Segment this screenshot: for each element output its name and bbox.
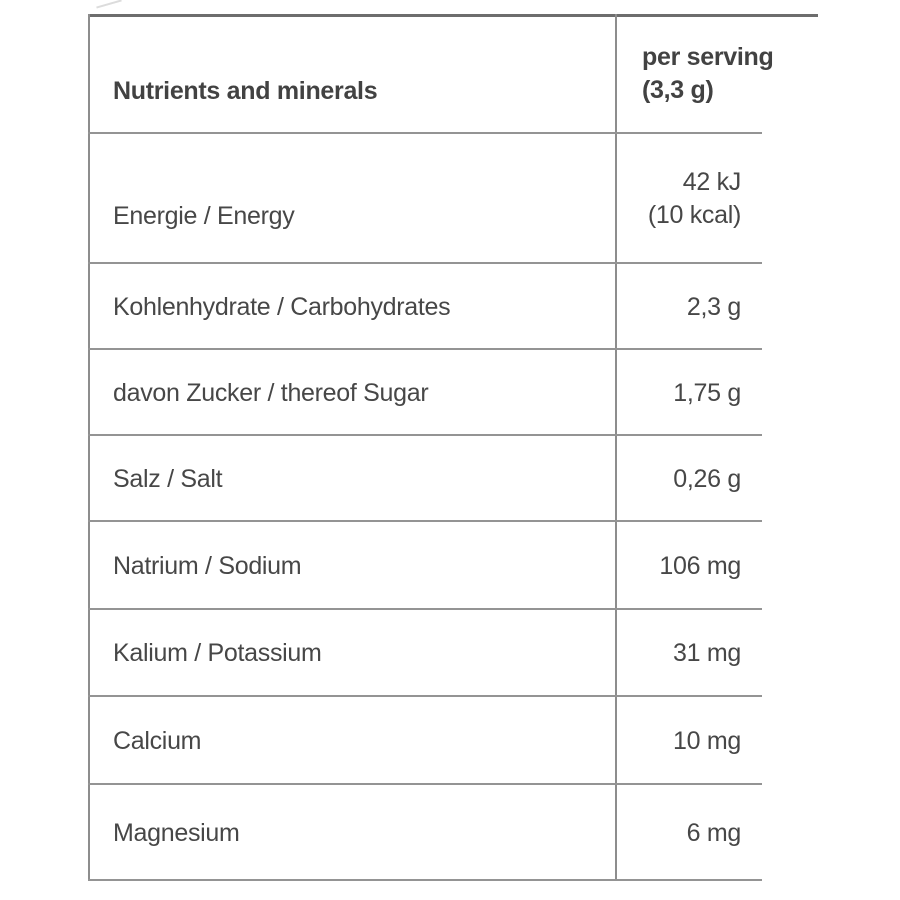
nutrient-value: 0,26 g	[673, 464, 741, 493]
header-per-serving-line1: per serving	[642, 43, 774, 71]
header-nutrients-cell: Nutrients and minerals	[88, 14, 615, 134]
table-row-magnesium: Magnesium 6 mg	[88, 785, 818, 881]
nutrient-label: Salz / Salt	[113, 464, 223, 493]
nutrient-label-cell: Kalium / Potassium	[88, 610, 615, 697]
nutrient-label-cell: Salz / Salt	[88, 436, 615, 522]
table-row-carbohydrates: Kohlenhydrate / Carbohydrates 2,3 g	[88, 264, 818, 350]
nutrient-label: Natrium / Sodium	[113, 551, 302, 580]
table-row-potassium: Kalium / Potassium 31 mg	[88, 610, 818, 697]
header-per-serving-cell: per serving (3,3 g)	[615, 14, 818, 134]
table-row-sugar: davon Zucker / thereof Sugar 1,75 g	[88, 350, 818, 436]
nutrient-label: Magnesium	[113, 818, 240, 847]
nutrition-table: Nutrients and minerals per serving (3,3 …	[88, 14, 818, 881]
table-top-border	[88, 14, 818, 17]
nutrient-value-cell: 31 mg	[615, 610, 818, 697]
nutrient-value-cell: 106 mg	[615, 522, 818, 610]
nutrient-label-cell: Magnesium	[88, 785, 615, 881]
nutrient-label-cell: Natrium / Sodium	[88, 522, 615, 610]
nutrient-value-cell: 10 mg	[615, 697, 818, 785]
nutrient-label: Kalium / Potassium	[113, 639, 322, 667]
table-row-sodium: Natrium / Sodium 106 mg	[88, 522, 818, 610]
table-rows: Nutrients and minerals per serving (3,3 …	[88, 14, 818, 881]
table-row-salt: Salz / Salt 0,26 g	[88, 436, 818, 522]
table-column-divider	[615, 14, 617, 880]
nutrient-value: 10 mg	[673, 726, 741, 755]
nutrient-value: 42 kJ (10 kcal)	[648, 166, 741, 232]
header-per-serving-label: per serving (3,3 g)	[642, 41, 774, 107]
nutrient-label-cell: Calcium	[88, 697, 615, 785]
table-header-row: Nutrients and minerals per serving (3,3 …	[88, 14, 818, 134]
nutrient-label: Kohlenhydrate / Carbohydrates	[113, 292, 451, 321]
table-row-energy: Energie / Energy 42 kJ (10 kcal)	[88, 134, 818, 264]
header-per-serving-line2: (3,3 g)	[642, 76, 714, 104]
nutrient-value: 31 mg	[673, 639, 741, 667]
nutrient-value-cell: 2,3 g	[615, 264, 818, 350]
nutrient-value: 1,75 g	[673, 378, 741, 407]
nutrient-label-cell: Energie / Energy	[88, 134, 615, 264]
table-row-calcium: Calcium 10 mg	[88, 697, 818, 785]
nutrient-value: 2,3 g	[686, 292, 741, 321]
nutrient-value-cell: 1,75 g	[615, 350, 818, 436]
table-left-border	[88, 14, 90, 880]
nutrient-label: davon Zucker / thereof Sugar	[113, 378, 429, 407]
energy-value-kj: 42 kJ	[682, 168, 742, 196]
nutrient-value: 6 mg	[686, 818, 742, 847]
nutrient-label-cell: Kohlenhydrate / Carbohydrates	[88, 264, 615, 350]
nutrient-value: 106 mg	[659, 551, 741, 580]
nutrient-label: Calcium	[113, 726, 202, 755]
nutrient-value-cell: 0,26 g	[615, 436, 818, 522]
energy-value-kcal: (10 kcal)	[647, 201, 741, 229]
nutrient-label-cell: davon Zucker / thereof Sugar	[88, 350, 615, 436]
header-nutrients-label: Nutrients and minerals	[113, 76, 378, 105]
nutrient-value-cell: 6 mg	[615, 785, 818, 881]
scan-artifact	[96, 0, 122, 9]
nutrient-value-cell: 42 kJ (10 kcal)	[615, 134, 818, 264]
nutrient-label: Energie / Energy	[113, 201, 295, 230]
